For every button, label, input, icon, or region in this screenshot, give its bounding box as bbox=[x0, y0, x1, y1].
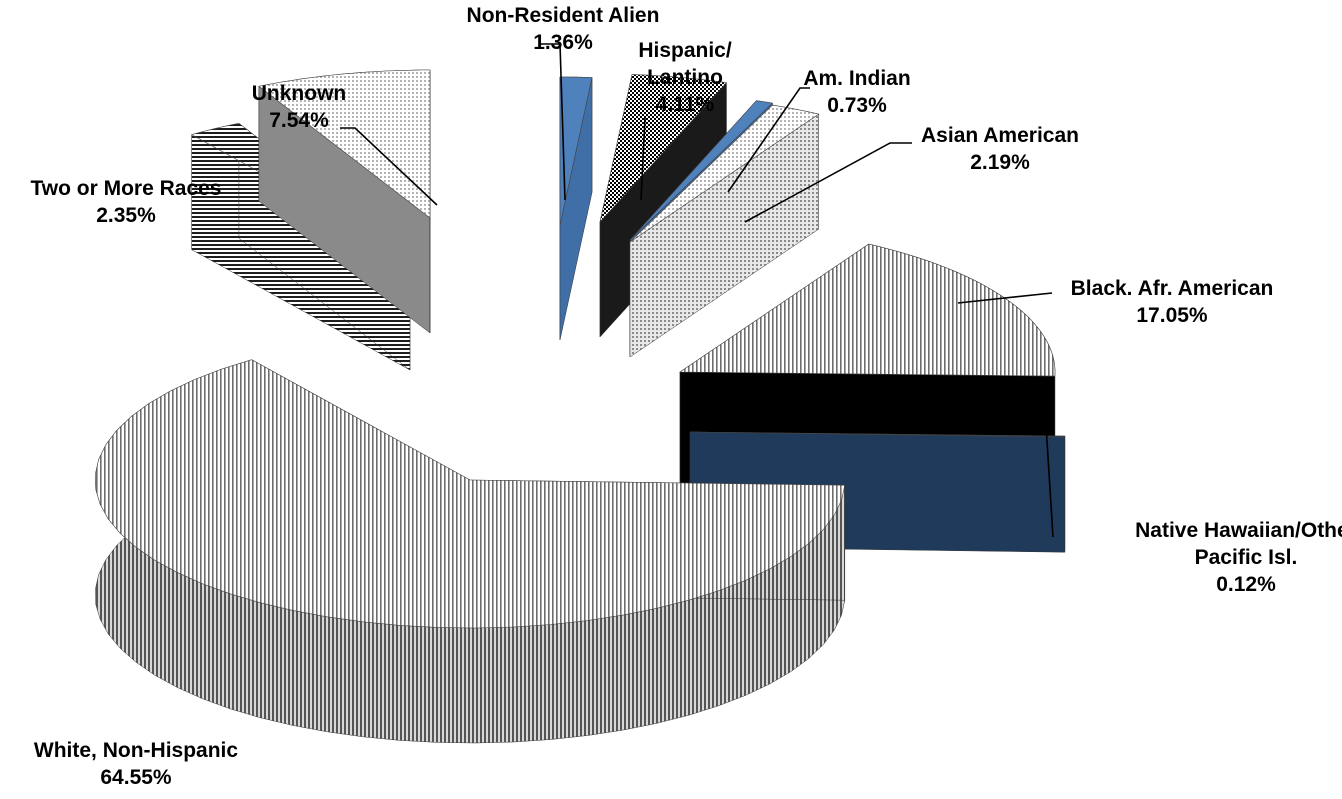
slice-value-label: 2.19% bbox=[970, 151, 1030, 174]
data-label-black-afr-american: Black. Afr. American 17.05% bbox=[1071, 277, 1274, 327]
slice-top bbox=[258, 69, 431, 219]
leader-line-black-afr-american bbox=[957, 292, 1053, 304]
data-label-asian-american: Asian American 2.19% bbox=[921, 124, 1079, 174]
data-label-native-hawaiian-other-pacific-isl: Native Hawaiian/Other Pacific Isl. 0.12% bbox=[1135, 519, 1342, 596]
slice-name-label: Hispanic/ bbox=[638, 39, 732, 62]
slice-name-label: Two or More Races bbox=[31, 177, 222, 200]
slice-top bbox=[599, 74, 727, 224]
slice-name-label: Unknown bbox=[252, 82, 347, 105]
leader-line-unknown bbox=[340, 127, 438, 206]
slice-name-label: White, Non-Hispanic bbox=[34, 739, 238, 762]
slice-non-resident-alien bbox=[559, 76, 593, 341]
slice-top bbox=[629, 104, 820, 243]
slice-name-label: Black. Afr. American bbox=[1071, 277, 1274, 300]
slice-value-label: 0.12% bbox=[1216, 573, 1276, 596]
slice-name-label: Non-Resident Alien bbox=[467, 4, 660, 27]
slice-top bbox=[94, 359, 846, 629]
slice-value-label: 64.55% bbox=[100, 766, 172, 789]
slice-name-label: Asian American bbox=[921, 124, 1079, 147]
slice-value-label: 1.36% bbox=[533, 31, 593, 54]
leader-line-asian-american bbox=[744, 142, 912, 223]
leader-line-non-resident-alien bbox=[540, 43, 566, 201]
data-label-non-resident-alien: Non-Resident Alien 1.36% bbox=[467, 4, 660, 54]
data-label-two-or-more-races: Two or More Races 2.35% bbox=[31, 177, 222, 227]
leader-line-hispanic-lantino bbox=[640, 117, 646, 201]
slice-asian-american bbox=[629, 104, 820, 358]
slice-top bbox=[629, 100, 773, 241]
data-label-am-indian: Am. Indian 0.73% bbox=[803, 67, 910, 117]
slice-name-label: Am. Indian bbox=[803, 67, 910, 90]
slice-value-label: 2.35% bbox=[96, 204, 156, 227]
slice-top bbox=[679, 243, 1056, 377]
slice-white-non-hispanic bbox=[94, 359, 846, 744]
slice-value-label: 0.73% bbox=[827, 94, 887, 117]
slice-value-label: 4.11% bbox=[656, 93, 715, 116]
data-label-hispanic-lantino: Hispanic/Lantino 4.11% bbox=[638, 39, 732, 116]
slice-value-label: 7.54% bbox=[269, 109, 329, 132]
leader-line-am-indian bbox=[727, 87, 810, 193]
slice-unknown bbox=[258, 69, 431, 334]
slice-name-label: Pacific Isl. bbox=[1195, 546, 1298, 569]
leader-line-native-hawaiian-other-pacific-isl bbox=[1045, 424, 1054, 538]
slice-name-label: Native Hawaiian/Other bbox=[1135, 519, 1342, 542]
data-label-unknown: Unknown 7.54% bbox=[252, 82, 347, 132]
data-label-white-non-hispanic: White, Non-Hispanic 64.55% bbox=[34, 739, 238, 789]
slice-top bbox=[559, 76, 593, 226]
slice-name-label: Lantino bbox=[647, 66, 723, 89]
slice-top bbox=[689, 431, 1066, 438]
slice-value-label: 17.05% bbox=[1136, 304, 1208, 327]
